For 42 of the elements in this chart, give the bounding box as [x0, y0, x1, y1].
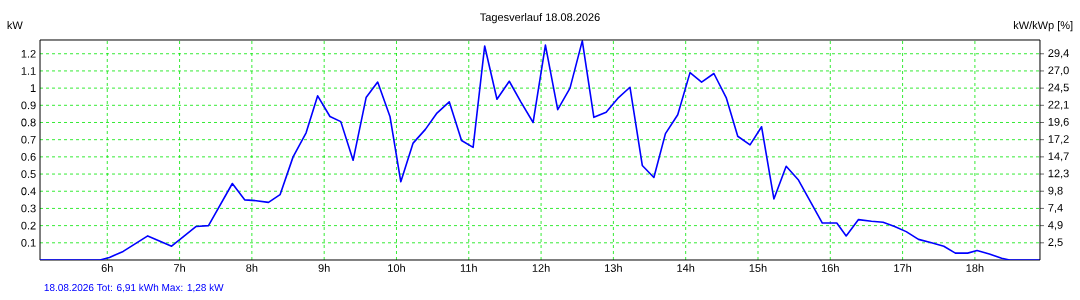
- x-tick-label: 7h: [174, 263, 185, 272]
- y-tick-label: 1: [30, 84, 36, 92]
- y-tick-label: 0.6: [21, 152, 36, 161]
- y2-tick-label: 29,4: [1048, 49, 1069, 59]
- y-tick-label: 0.2: [21, 221, 36, 230]
- y2-tick-label: 12,3: [1048, 169, 1069, 179]
- x-tick-label: 17h: [894, 263, 912, 272]
- x-tick-label: 9h: [318, 263, 330, 272]
- y-tick-label: 1.1: [21, 67, 36, 75]
- x-tick-label: 11h: [460, 263, 477, 272]
- y-tick-label: 0.4: [21, 187, 36, 196]
- y2-tick-label: 2,5: [1048, 238, 1063, 248]
- text: 18.08.2026 Tot: 6,91 kWh Max: 1,28 kW: [44, 283, 224, 293]
- x-tick-label: 14h: [677, 263, 695, 272]
- y-tick-label: 0.1: [21, 238, 36, 247]
- y-tick-label: 1.2: [21, 49, 36, 58]
- y-tick-label: 0.8: [21, 118, 36, 127]
- y2-tick-label: 17,2: [1048, 135, 1069, 145]
- x-tick-label: 18h: [966, 263, 984, 272]
- y-tick-label: 0.9: [21, 101, 36, 110]
- chart-title: Tagesverlauf 18.08.2026: [480, 13, 600, 24]
- y2-tick-label: 27,0: [1048, 66, 1069, 76]
- y-tick-label: 0.3: [21, 204, 36, 213]
- y2-tick-label: 14,7: [1048, 152, 1069, 162]
- x-tick-label: 6h: [101, 263, 113, 272]
- y2-tick-label: 19,6: [1048, 117, 1069, 128]
- y2-tick-label: 7,4: [1048, 203, 1063, 213]
- x-tick-label: 15h: [749, 263, 767, 272]
- y2-tick-label: 24,5: [1048, 83, 1069, 93]
- y2-tick-label: 22,1: [1048, 100, 1069, 110]
- x-tick-label: 12h: [532, 263, 550, 272]
- line-series: [40, 40, 1040, 260]
- x-tick-label: 13h: [605, 263, 622, 272]
- y-tick-label: 0.7: [21, 135, 36, 144]
- x-tick-label: 10h: [388, 263, 405, 272]
- y2-tick-label: 4,9: [1048, 221, 1063, 231]
- y2-axis-title: kW/kWp [%]: [1013, 21, 1073, 32]
- y-axis-title: kW: [7, 21, 23, 29]
- y2-tick-label: 9,8: [1048, 186, 1063, 196]
- x-tick-label: 8h: [246, 263, 258, 272]
- x-tick-label: 16h: [821, 263, 839, 272]
- y-tick-label: 0.5: [21, 170, 36, 178]
